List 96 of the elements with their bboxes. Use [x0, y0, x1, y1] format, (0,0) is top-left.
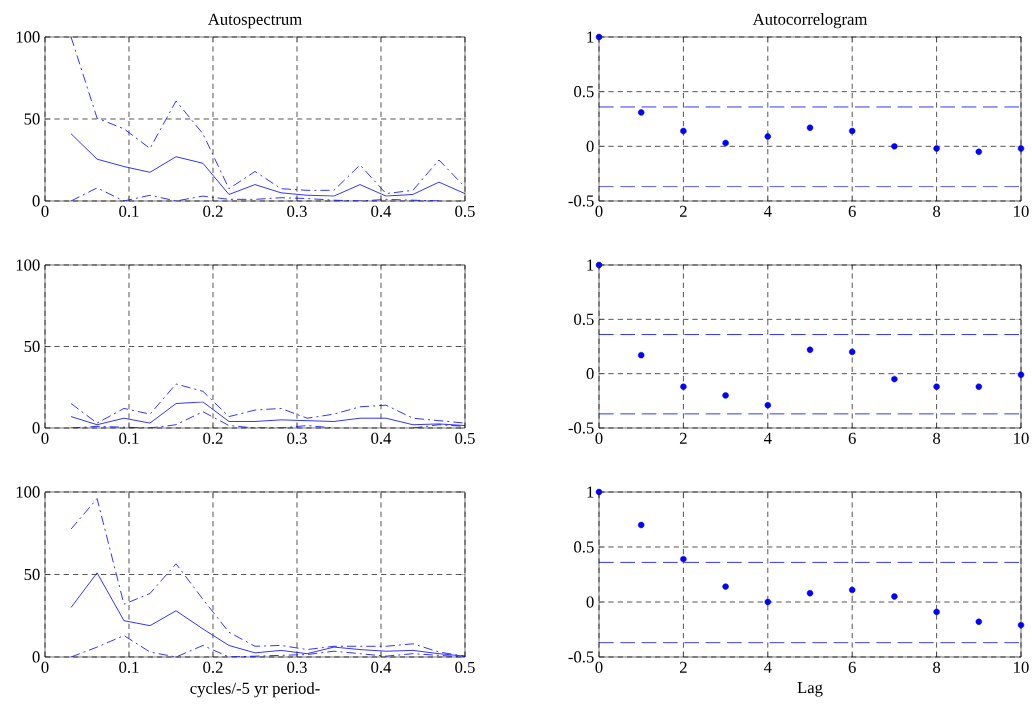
y-tick-label: 50 — [24, 113, 40, 125]
x-tick-label: 0.5 — [455, 661, 475, 674]
point — [1017, 145, 1025, 152]
x-tick-label: 0.3 — [287, 432, 307, 445]
point — [849, 348, 856, 356]
point — [975, 383, 983, 390]
x-tick-label: 0.2 — [203, 661, 223, 674]
x-tick-label: 0 — [595, 661, 603, 673]
x-tick-label: 0.2 — [203, 432, 223, 445]
point — [680, 555, 687, 563]
point — [680, 127, 687, 135]
point — [806, 124, 814, 131]
x-tick-label: 4 — [763, 432, 772, 444]
y-tick-label: 100 — [16, 259, 40, 271]
x-tick-label: 0 — [595, 205, 603, 217]
y-tick-label: 0 — [586, 140, 594, 152]
x-tick-label: 6 — [848, 661, 856, 673]
point — [933, 608, 940, 616]
x-tick-label: 0 — [595, 432, 603, 444]
x-tick-label: 0.2 — [203, 205, 223, 218]
y-tick-label: 0.5 — [574, 313, 594, 325]
y-tick-label: 1 — [587, 486, 594, 498]
x-tick-label: 6 — [848, 432, 856, 444]
line-series — [70, 187, 440, 201]
x-tick-label: 4 — [763, 205, 772, 217]
x-tick-label: 0.5 — [455, 432, 475, 445]
y-tick-label: 50 — [24, 568, 40, 581]
x-tick-label: 10 — [1014, 661, 1029, 673]
point — [1017, 621, 1025, 629]
x-tick-label: 8 — [933, 205, 941, 217]
x-axis-title: Lag — [797, 682, 823, 697]
x-tick-label: 0 — [41, 661, 49, 673]
point — [849, 586, 856, 594]
point — [1017, 371, 1025, 378]
x-tick-label: 0 — [41, 205, 49, 217]
y-tick-label: 0 — [32, 422, 40, 434]
point — [933, 383, 940, 390]
x-tick-label: 2 — [679, 661, 687, 673]
x-tick-label: 0.4 — [371, 432, 392, 445]
line-series — [70, 37, 465, 195]
x-tick-label: 0.1 — [119, 432, 139, 445]
x-tick-label: 6 — [848, 205, 856, 217]
y-tick-label: 50 — [24, 340, 40, 353]
point — [595, 33, 603, 41]
y-tick-label: -0.5 — [568, 651, 594, 663]
point — [975, 618, 983, 625]
chart-title: Autospectrum — [207, 13, 302, 29]
x-tick-label: 2 — [679, 205, 687, 217]
point — [595, 261, 603, 269]
x-tick-label: 0.3 — [287, 205, 307, 218]
point — [722, 583, 729, 590]
point — [891, 375, 898, 383]
x-tick-label: 8 — [933, 432, 941, 444]
point — [806, 589, 814, 597]
point — [764, 133, 772, 140]
y-tick-label: 0 — [32, 651, 40, 663]
point — [891, 143, 898, 150]
point — [806, 346, 814, 353]
point — [680, 383, 687, 390]
x-tick-label: 0.4 — [371, 205, 392, 218]
x-axis-title: cycles/-5 yr period- — [190, 682, 320, 698]
point — [638, 109, 645, 116]
y-tick-label: -0.5 — [568, 195, 594, 207]
x-tick-label: 2 — [679, 432, 687, 444]
y-tick-label: 1 — [587, 31, 594, 43]
point — [764, 401, 772, 409]
point — [933, 145, 940, 152]
x-tick-label: 0.3 — [287, 661, 307, 674]
x-tick-label: 0 — [41, 432, 49, 444]
y-tick-label: 0 — [586, 596, 594, 608]
point — [849, 127, 856, 135]
y-tick-label: 100 — [16, 31, 40, 43]
x-tick-label: 0.5 — [455, 205, 475, 218]
point — [975, 148, 983, 155]
point — [722, 139, 729, 147]
y-tick-label: 1 — [587, 259, 594, 271]
y-tick-label: 0.5 — [574, 541, 594, 553]
x-tick-label: 10 — [1014, 432, 1029, 444]
y-tick-label: -0.5 — [568, 422, 594, 434]
x-tick-label: 10 — [1014, 205, 1029, 217]
y-tick-label: 0.5 — [574, 86, 594, 98]
point — [595, 488, 603, 496]
x-tick-label: 4 — [763, 661, 772, 673]
point — [722, 392, 729, 399]
point — [638, 521, 645, 529]
point — [891, 593, 898, 600]
y-tick-label: 0 — [32, 195, 40, 207]
x-tick-label: 0.1 — [119, 205, 139, 218]
x-tick-label: 0.1 — [119, 661, 139, 674]
x-tick-label: 8 — [933, 661, 941, 673]
chart-title: Autocorrelogram — [752, 13, 868, 29]
point — [764, 598, 772, 606]
point — [638, 351, 645, 359]
y-tick-label: 100 — [16, 486, 40, 498]
y-tick-label: 0 — [586, 368, 594, 380]
x-tick-label: 0.4 — [371, 661, 392, 674]
